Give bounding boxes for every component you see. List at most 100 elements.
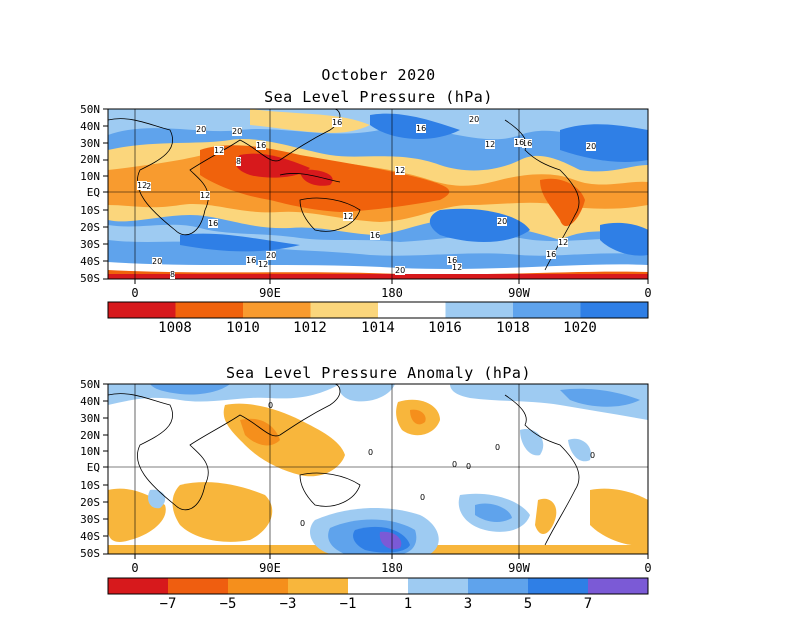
lat-label: 50N: [80, 103, 100, 116]
lat-label: EQ: [86, 461, 100, 474]
map2-grid: [108, 384, 648, 554]
contour-label: 16: [546, 250, 557, 259]
map2-coastlines: [108, 384, 580, 546]
contour-label: 12: [452, 263, 463, 272]
lat-label: 10S: [80, 479, 100, 492]
colorbar-label: 3: [463, 596, 473, 612]
map1-colorbar-segment: [513, 302, 581, 318]
lat-label: 50S: [80, 272, 100, 285]
contour-label: 20: [395, 266, 406, 275]
lat-label: 30S: [80, 513, 100, 526]
map1-colorbar: [107, 301, 649, 319]
colorbar-label: −1: [339, 596, 357, 612]
lon-label: 0: [644, 561, 652, 575]
contour-label: 0: [300, 519, 306, 528]
lon-label: 90E: [259, 286, 281, 300]
map2-colorbar-segment: [408, 578, 468, 594]
map1-grid: [108, 109, 648, 279]
lat-label: 40S: [80, 255, 100, 268]
lat-label: 40N: [80, 120, 100, 133]
contour-label: 8: [170, 270, 176, 279]
contour-label: 16: [246, 256, 257, 265]
lon-label: 90W: [508, 561, 530, 575]
lon-label: 180: [381, 561, 403, 575]
lat-label: 10N: [80, 445, 100, 458]
map2-colorbar-segment: [528, 578, 588, 594]
colorbar-label: −7: [159, 596, 177, 612]
contour-label: 20: [497, 217, 508, 226]
lat-label: 20N: [80, 153, 100, 166]
lat-label: EQ: [86, 186, 100, 199]
contour-label: 16: [332, 118, 343, 127]
contour-label: 20: [152, 257, 163, 266]
map1-colorbar-segment: [378, 302, 446, 318]
map2-colorbar-segment: [108, 578, 168, 594]
lat-label: 20S: [80, 496, 100, 509]
lat-label: 20S: [80, 221, 100, 234]
lon-label: 90W: [508, 286, 530, 300]
map1-frame: [107, 108, 649, 280]
map2-colorbar: [107, 577, 649, 595]
contour-label: 16: [208, 219, 219, 228]
colorbar-label: 5: [523, 596, 533, 612]
colorbar-label: 1020: [563, 320, 597, 336]
map1-subtitle: Sea Level Pressure (hPa): [264, 88, 493, 106]
contour-label: 16: [256, 141, 267, 150]
lat-label: 20N: [80, 429, 100, 442]
map1-colorbar-segment: [243, 302, 311, 318]
contour-label: 12: [137, 181, 148, 190]
colorbar-label: 1016: [428, 320, 462, 336]
map1-colorbar-segment: [445, 302, 513, 318]
contour-label: 0: [466, 462, 472, 471]
lon-label: 180: [381, 286, 403, 300]
contour-label: 16: [370, 231, 381, 240]
colorbar-label: −5: [219, 596, 237, 612]
lon-label: 0: [131, 561, 139, 575]
colorbar-label: 1012: [293, 320, 327, 336]
contour-label: 12: [343, 212, 354, 221]
map1-title: October 2020: [321, 66, 436, 84]
colorbar-label: 1008: [158, 320, 192, 336]
map1-colorbar-segment: [580, 302, 648, 318]
map2-ticks: [103, 383, 649, 559]
map1-colorbar-segment: [175, 302, 243, 318]
colorbar-label: 1: [403, 596, 413, 612]
lon-label: 0: [644, 286, 652, 300]
contour-label: 20: [586, 142, 597, 151]
lat-label: 40S: [80, 530, 100, 543]
map1-colorbar-segment: [108, 302, 176, 318]
colorbar-label: 7: [583, 596, 593, 612]
map2-colorbar-segment: [168, 578, 228, 594]
lat-label: 50S: [80, 547, 100, 560]
map2-colorbar-segment: [348, 578, 408, 594]
map1-colorbar-segment: [310, 302, 378, 318]
map2-colorbar-segment: [588, 578, 648, 594]
contour-label: 20: [232, 127, 243, 136]
contour-label: 8: [236, 157, 242, 166]
map2-colorbar-segment: [228, 578, 288, 594]
contour-label: 0: [452, 460, 458, 469]
map2-title: Sea Level Pressure Anomaly (hPa): [226, 364, 531, 382]
colorbar-label: 1014: [361, 320, 395, 336]
lon-label: 0: [131, 286, 139, 300]
contour-label: 0: [420, 493, 426, 502]
slp-anomaly-field: [108, 384, 648, 554]
contour-label: 12: [558, 238, 569, 247]
lat-label: 30N: [80, 412, 100, 425]
contour-label: 16: [514, 138, 525, 147]
contour-label: 12: [395, 166, 406, 175]
lon-label: 90E: [259, 561, 281, 575]
colorbar-label: 1018: [496, 320, 530, 336]
lat-label: 40N: [80, 395, 100, 408]
contour-label: 16: [522, 139, 533, 148]
lat-label: 30N: [80, 137, 100, 150]
lat-label: 10S: [80, 204, 100, 217]
contour-label: 12: [214, 146, 225, 155]
contour-label: 0: [495, 443, 501, 452]
contour-label: 20: [469, 115, 480, 124]
map2-colorbar-segment: [468, 578, 528, 594]
map1-ticks: [103, 108, 649, 284]
lat-label: 50N: [80, 378, 100, 391]
contour-label: 0: [368, 448, 374, 457]
